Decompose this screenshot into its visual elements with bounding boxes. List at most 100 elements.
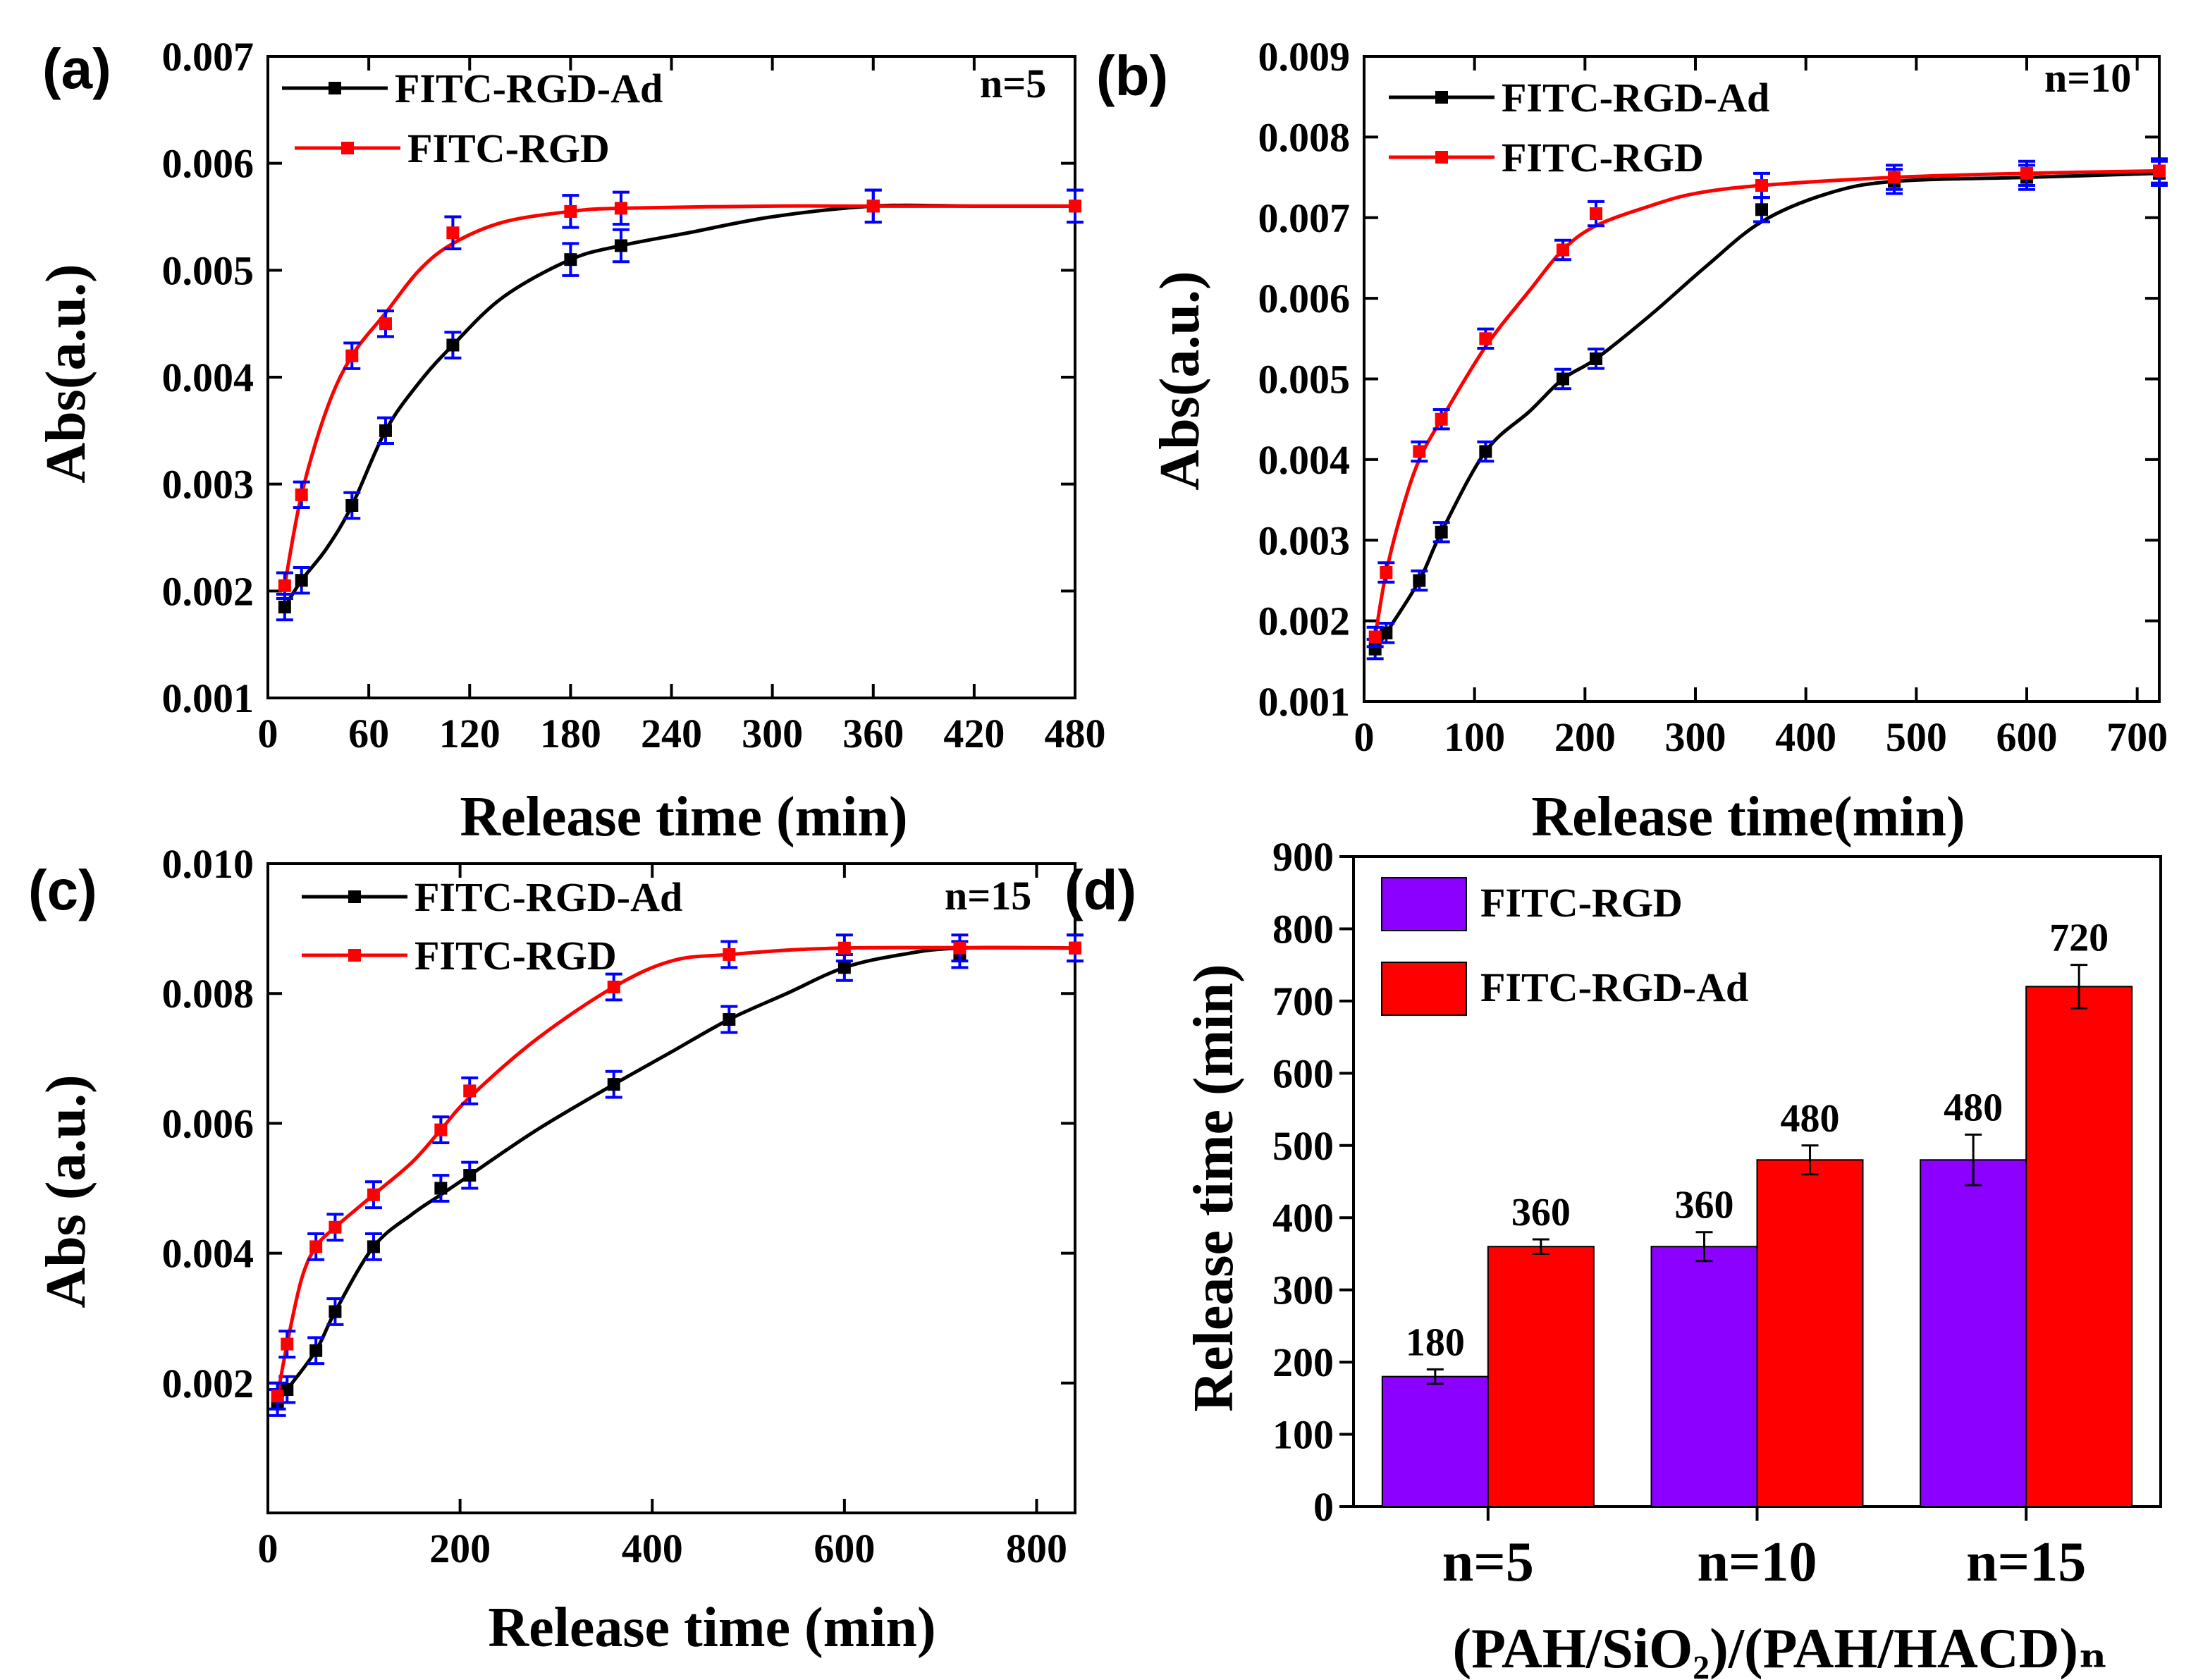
panel-d-bar-0	[1381, 1375, 1489, 1507]
panel-b-series-0-point	[1435, 525, 1448, 539]
panel-c-ytick-label: 0.008	[162, 971, 254, 1017]
panel-a-xtick-label: 480	[1045, 711, 1106, 756]
panel-a-series-1-point	[379, 317, 392, 331]
panel-c-series-1-point	[434, 1123, 448, 1136]
panel-b-series-1-point	[1380, 566, 1393, 579]
panel-b-xlabel: Release time(min)	[1531, 786, 1965, 848]
panel-d-bar-1	[2025, 986, 2133, 1507]
panel-a-series-0-point	[614, 239, 627, 252]
panel-a-legend-marker-1	[341, 142, 354, 154]
panel-b-ytick-label: 0.004	[1258, 437, 1351, 483]
panel-c: (c) n=15 Release time (min) Abs (a.u.) F…	[28, 841, 1084, 1659]
panel-a-xtick-label: 60	[348, 711, 389, 756]
panel-d-ytick-label: 200	[1272, 1339, 1334, 1385]
panel-b-ytick-label: 0.003	[1258, 517, 1351, 563]
panel-c-legend-marker-1	[348, 949, 361, 962]
panel-a-legend-marker-0	[329, 82, 341, 94]
panel-d-bar-1	[1756, 1159, 1864, 1508]
panel-a-xtick-label: 360	[842, 711, 904, 756]
panel-d-bar-value-label: 360	[1675, 1184, 1734, 1227]
panel-b-legend-label-0: FITC-RGD-Ad	[1502, 75, 1769, 121]
panel-b-ytick-label: 0.005	[1258, 357, 1351, 403]
panel-b-series-0-point	[1479, 445, 1492, 458]
panel-a-series-1-point	[614, 202, 627, 215]
panel-b-ytick-label: 0.009	[1258, 34, 1351, 80]
panel-a-ytick-label: 0.007	[162, 34, 254, 80]
panel-b-ytick-label: 0.006	[1258, 276, 1351, 321]
panel-d-bar-value-label: 480	[1781, 1097, 1840, 1141]
panel-c-series-1-point	[1069, 941, 1081, 955]
panel-d-ytick-label: 700	[1272, 979, 1334, 1024]
panel-c-series-0-point	[837, 961, 851, 974]
panel-c-xtick-label: 200	[429, 1526, 491, 1571]
panel-a-xtick-label: 180	[540, 711, 601, 756]
panel-b-legend-label-1: FITC-RGD	[1502, 135, 1704, 180]
panel-b-xtick-label: 700	[2106, 714, 2168, 760]
panel-b-xtick-label: 500	[1886, 714, 1947, 760]
panel-b-xtick-label: 400	[1775, 714, 1836, 760]
panel-b-series-0-point	[1413, 574, 1426, 587]
panel-a-xtick-label: 240	[641, 711, 702, 756]
panel-a-ytick-label: 0.001	[162, 675, 254, 721]
panel-a-legend-label-1: FITC-RGD	[407, 125, 610, 171]
panel-d-xlabel: (PAH/SiO₂)/(PAH/HACD)ₙ	[1452, 1618, 2107, 1680]
panel-c-legend-label-1: FITC-RGD	[415, 933, 617, 979]
panel-d-bar-0	[1920, 1159, 2027, 1508]
panel-b-series-0-line	[1373, 171, 2160, 651]
panel-a-ytick-label: 0.002	[162, 568, 254, 614]
panel-d-ytick-label: 0	[1313, 1484, 1334, 1530]
panel-b-ytick-label: 0.007	[1258, 195, 1351, 241]
panel-c-series-1-point	[309, 1240, 323, 1253]
panel-b-xtick-label: 100	[1444, 714, 1505, 760]
panel-c-ytick-label: 0.002	[162, 1361, 254, 1406]
panel-b-ytick-label: 0.001	[1258, 679, 1351, 725]
panel-d-bar-value-label: 480	[1944, 1086, 2003, 1129]
panel-b-series-1-line	[1373, 168, 2160, 637]
panel-b-series-0-point	[1590, 352, 1602, 365]
panel-b-legend-marker-0	[1435, 91, 1448, 104]
panel-d-label: (d)	[1064, 859, 1136, 921]
panel-a-series-0-point	[345, 499, 359, 512]
panel-b-ytick-label: 0.008	[1258, 114, 1351, 160]
panel-c-series-1-point	[607, 980, 620, 993]
panel-c-annotation: n=15	[945, 873, 1031, 919]
panel-c-series-1-point	[281, 1337, 294, 1351]
panel-d-legend-swatch-1	[1381, 962, 1467, 1016]
panel-a-series-1-point	[295, 488, 308, 501]
panel-b-xtick-label: 200	[1554, 714, 1616, 760]
panel-a-ytick-label: 0.003	[162, 462, 254, 508]
panel-b-series-1-point	[2153, 164, 2166, 178]
panel-a-ylabel: Abs(a.u.)	[35, 264, 97, 483]
panel-a-series-0-point	[278, 601, 291, 614]
panel-b-series-1-point	[1435, 412, 1448, 426]
panel-d-legend-label-0: FITC-RGD	[1480, 880, 1683, 926]
panel-c-series-0-point	[329, 1305, 342, 1318]
panel-c-series-0-point	[367, 1240, 380, 1253]
panel-a-series-0-point	[446, 338, 460, 352]
panel-b-xtick-label: 0	[1354, 714, 1375, 760]
panel-c-xtick-label: 400	[622, 1526, 683, 1571]
panel-d-ytick-label: 100	[1272, 1412, 1334, 1458]
panel-d-category-label: n=15	[1966, 1531, 2086, 1593]
panel-a-label: (a)	[42, 37, 111, 100]
panel-c-series-0-point	[309, 1344, 323, 1357]
panel-b-series-0-point	[1557, 372, 1569, 386]
panel-b-ytick-label: 0.002	[1258, 599, 1351, 644]
panel-d-category-label: n=10	[1697, 1531, 1817, 1593]
panel-b-series-1-point	[1557, 243, 1569, 257]
panel-a-annotation: n=5	[980, 61, 1046, 106]
panel-d-bar-value-label: 720	[2049, 916, 2109, 960]
panel-c-ytick-label: 0.010	[162, 841, 254, 887]
panel-c-ylabel: Abs (a.u.)	[35, 1074, 97, 1308]
panel-d-ytick-label: 900	[1272, 834, 1334, 880]
panel-a-series-0-point	[564, 253, 577, 266]
panel-a: (a) n=5 Release time (min) Abs(a.u.) FIT…	[35, 34, 1106, 848]
panel-b-series-0-point	[1755, 203, 1768, 216]
panel-d-ytick-label: 500	[1272, 1123, 1334, 1169]
panel-d-legend-label-1: FITC-RGD-Ad	[1480, 964, 1748, 1010]
panel-d-ytick-label: 400	[1272, 1195, 1334, 1241]
panel-a-series-0-line	[283, 203, 1075, 608]
panel-d-category-label: n=5	[1442, 1531, 1534, 1593]
panel-c-series-0-point	[607, 1078, 620, 1091]
